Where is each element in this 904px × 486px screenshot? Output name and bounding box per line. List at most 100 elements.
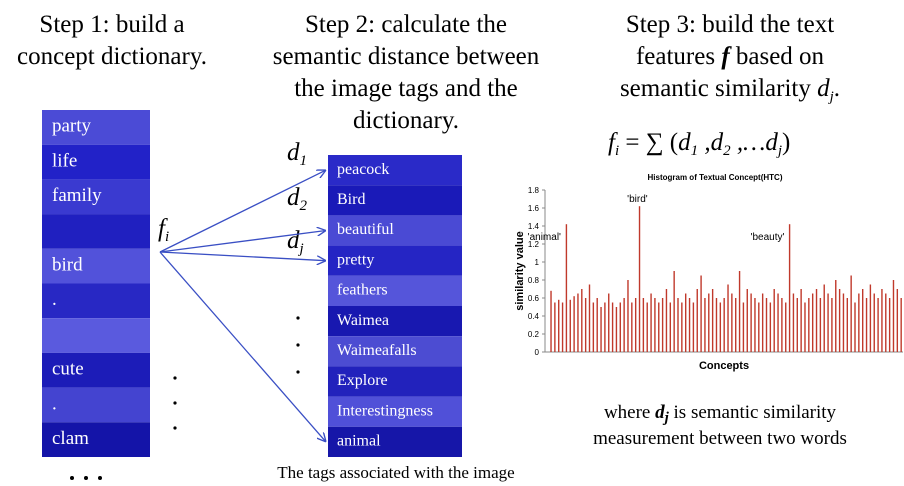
bar — [900, 298, 902, 352]
bar — [719, 302, 722, 352]
dictionary-word: life — [52, 150, 77, 171]
bar — [785, 302, 787, 352]
bar — [823, 284, 825, 352]
bar — [584, 298, 587, 352]
bar — [792, 293, 795, 352]
text: based on — [730, 43, 825, 70]
bar — [631, 302, 633, 352]
bar — [804, 302, 806, 352]
bar — [688, 298, 691, 352]
bar — [750, 293, 752, 352]
tag-row — [328, 396, 462, 427]
symbol-sub: 1 — [300, 153, 308, 169]
symbol-base: d — [287, 227, 300, 254]
dictionary-row — [42, 352, 150, 388]
step3-title: semantic similarity dj. — [620, 75, 840, 105]
bar — [811, 293, 814, 352]
bar — [865, 298, 868, 352]
annotation: 'animal' — [528, 232, 561, 243]
step1-title: concept dictionary. — [17, 43, 207, 70]
dictionary-word: family — [52, 185, 102, 206]
y-tick-label: 0 — [535, 348, 540, 357]
bar — [835, 280, 837, 352]
bar — [681, 302, 683, 352]
tag: feathers — [337, 282, 388, 299]
bar — [742, 302, 745, 352]
bar — [573, 296, 575, 352]
text: where — [604, 402, 655, 423]
tag-row — [328, 185, 462, 216]
dictionary-word: . — [52, 289, 57, 310]
dictionary-word: party — [52, 116, 92, 137]
symbol: f — [721, 43, 732, 70]
bar — [796, 298, 798, 352]
bar — [600, 307, 602, 352]
bar — [638, 206, 641, 352]
bar — [738, 271, 741, 352]
y-tick-label: 1.8 — [528, 186, 540, 195]
tag: Explore — [337, 372, 388, 389]
d: d — [765, 129, 778, 156]
step1-title: Step 1: build a — [39, 11, 184, 38]
step2-title: semantic distance between — [273, 43, 540, 70]
y-tick-label: 1.4 — [528, 222, 540, 231]
y-tick-label: 1.6 — [528, 204, 540, 213]
tag-row — [328, 336, 462, 367]
bar — [577, 293, 579, 352]
bar — [692, 302, 695, 352]
dictionary-row — [42, 422, 150, 457]
tag: pretty — [337, 251, 374, 268]
f: f — [608, 129, 618, 156]
d: d — [711, 129, 724, 156]
bar — [658, 302, 660, 352]
tag-row — [328, 426, 462, 457]
arrow — [159, 170, 326, 253]
symbol: dj — [287, 227, 304, 257]
step2-title: Step 2: calculate the — [305, 11, 507, 38]
bar — [654, 298, 656, 352]
text: is semantic similarity — [669, 402, 837, 423]
bar — [708, 293, 710, 352]
bar — [611, 302, 614, 352]
bar — [704, 298, 706, 352]
bar — [623, 298, 625, 352]
tag: Interestingness — [337, 402, 433, 419]
bar — [684, 293, 687, 352]
arrow — [159, 231, 326, 253]
tag: Bird — [337, 191, 365, 208]
bar — [827, 293, 829, 352]
bar — [896, 289, 899, 352]
bar — [596, 298, 598, 352]
sub: 2 — [723, 143, 731, 159]
bar — [781, 298, 783, 352]
bar — [758, 302, 760, 352]
bar — [838, 289, 841, 352]
bar — [731, 293, 733, 352]
d: d — [678, 129, 691, 156]
sub: j — [776, 143, 782, 159]
bar — [669, 302, 672, 352]
dictionary-row — [42, 387, 150, 423]
symbol: d — [655, 402, 665, 423]
bar — [885, 293, 887, 352]
bar — [592, 302, 595, 352]
symbol: d1 — [287, 139, 307, 169]
bar — [723, 298, 725, 352]
bar — [892, 280, 895, 352]
dictionary-word: cute — [52, 359, 84, 380]
sub: 1 — [691, 143, 699, 159]
bar — [696, 289, 698, 352]
bar — [727, 284, 729, 352]
dictionary-row — [42, 248, 150, 284]
dictionary-word: clam — [52, 428, 89, 449]
dictionary-row — [42, 318, 150, 353]
dictionary-row — [42, 110, 150, 145]
tag: Waimeafalls — [337, 342, 417, 359]
sub: j — [663, 410, 670, 426]
arrow — [159, 251, 326, 261]
step2-title: the image tags and the — [294, 75, 518, 102]
ellipsis — [70, 316, 300, 480]
tag-row — [328, 245, 462, 276]
bar — [615, 307, 618, 352]
bar — [608, 293, 610, 352]
